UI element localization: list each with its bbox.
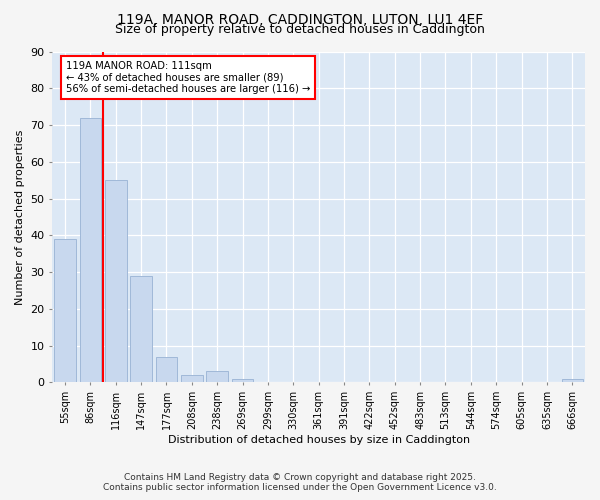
Bar (54, 239, 76, 382)
X-axis label: Distribution of detached houses by size in Caddington: Distribution of detached houses by size … (167, 435, 470, 445)
Bar (232, 379, 253, 382)
Bar (155, 356, 177, 382)
Bar (181, 375, 203, 382)
Bar (80, 118, 101, 382)
Y-axis label: Number of detached properties: Number of detached properties (15, 130, 25, 304)
Text: Contains HM Land Registry data © Crown copyright and database right 2025.
Contai: Contains HM Land Registry data © Crown c… (103, 473, 497, 492)
Bar (105, 180, 127, 382)
Text: Size of property relative to detached houses in Caddington: Size of property relative to detached ho… (115, 22, 485, 36)
Bar (130, 276, 152, 382)
Text: 119A, MANOR ROAD, CADDINGTON, LUTON, LU1 4EF: 119A, MANOR ROAD, CADDINGTON, LUTON, LU1… (117, 12, 483, 26)
Bar (562, 379, 583, 382)
Bar (206, 372, 228, 382)
Text: 119A MANOR ROAD: 111sqm
← 43% of detached houses are smaller (89)
56% of semi-de: 119A MANOR ROAD: 111sqm ← 43% of detache… (65, 60, 310, 94)
